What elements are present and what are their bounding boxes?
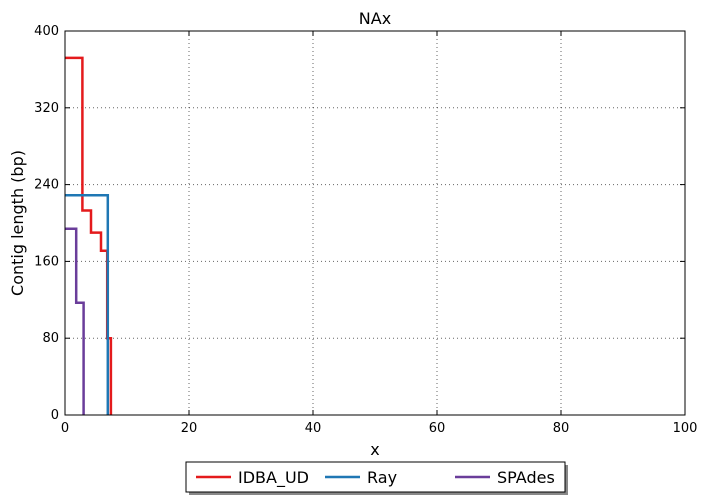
y-axis-label: Contig length (bp): [8, 150, 27, 296]
chart-title: NAx: [359, 9, 391, 28]
x-tick-label: 60: [429, 421, 446, 436]
y-tick-label: 0: [51, 408, 59, 423]
y-tick-label: 80: [42, 331, 59, 346]
legend-label: Ray: [367, 468, 397, 487]
series-line-idba-ud: [65, 56, 113, 415]
x-tick-label: 100: [673, 421, 698, 436]
legend: IDBA_UD Ray SPAdes: [185, 461, 568, 495]
y-tick-label: 240: [34, 178, 59, 193]
legend-label: SPAdes: [497, 468, 555, 487]
legend-box: [185, 461, 566, 493]
y-tick-label: 160: [34, 254, 59, 269]
y-tick-label: 400: [34, 24, 59, 39]
series-line-spades: [65, 227, 85, 415]
series-lines: [65, 56, 113, 415]
grid: [65, 31, 685, 415]
x-tick-label: 0: [61, 421, 69, 436]
x-tick-label: 80: [553, 421, 570, 436]
legend-label: IDBA_UD: [238, 468, 309, 488]
axis-ticks: 0 20 40 60 80 100 0 80 160 240 320 400: [34, 24, 697, 436]
x-axis-label: x: [370, 440, 379, 459]
series-line-ray: [65, 193, 110, 415]
y-tick-label: 320: [34, 101, 59, 116]
plot-frame: [64, 30, 686, 416]
x-tick-label: 20: [181, 421, 198, 436]
x-tick-label: 40: [305, 421, 322, 436]
